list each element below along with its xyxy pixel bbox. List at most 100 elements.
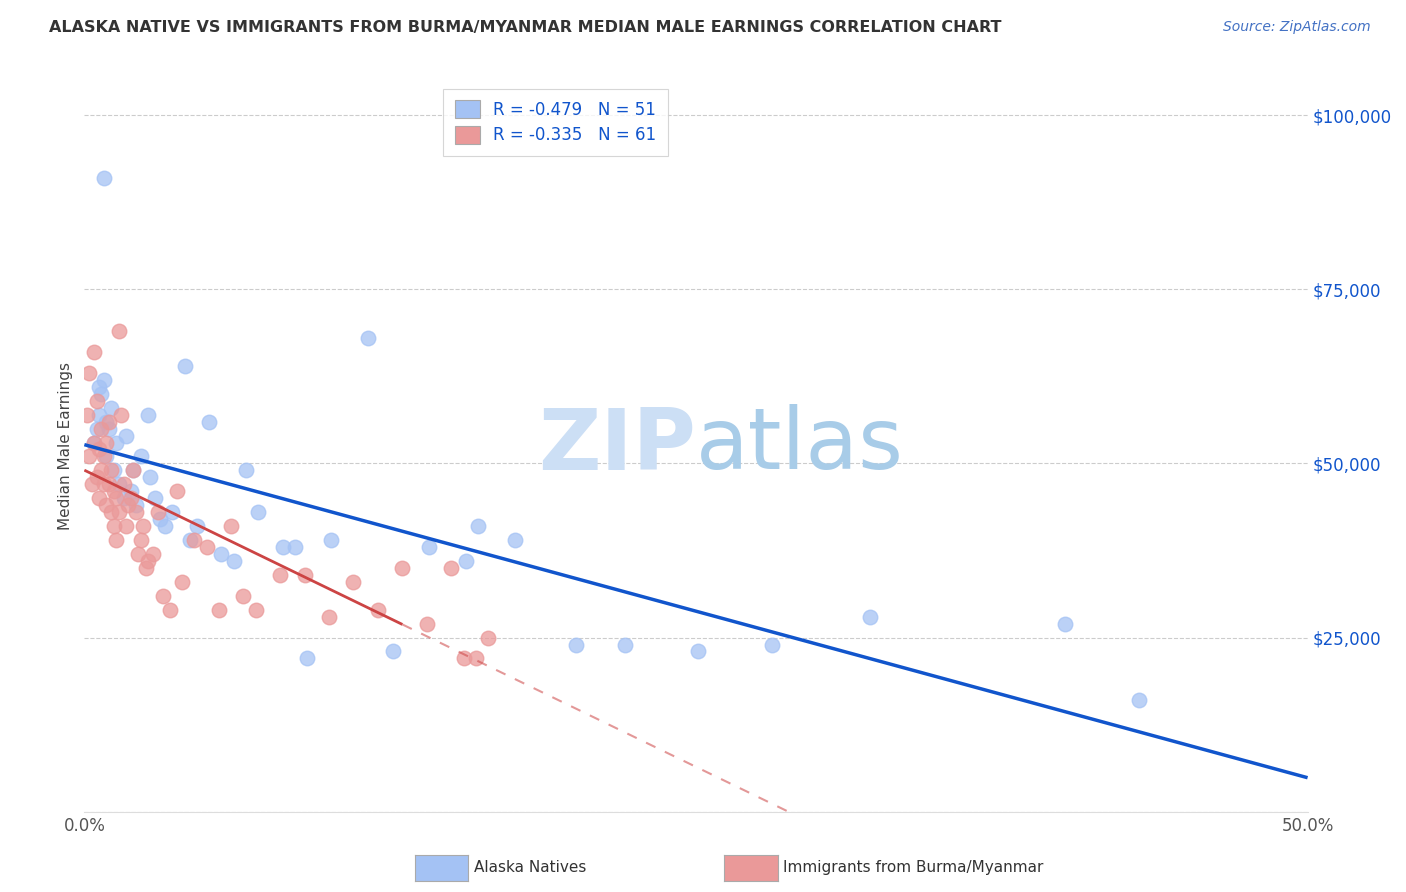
Point: [83, 345, 105, 359]
Point: [149, 512, 172, 526]
Point: [93, 450, 115, 464]
Point: [321, 533, 343, 547]
Point: [357, 331, 380, 345]
Point: [103, 519, 125, 533]
Legend: R = -0.479   N = 51, R = -0.335   N = 61: R = -0.479 N = 51, R = -0.335 N = 61: [443, 88, 668, 156]
Point: [93, 373, 115, 387]
Point: [166, 484, 188, 499]
Point: [96, 435, 118, 450]
Point: [271, 540, 294, 554]
Point: [87, 408, 110, 422]
Point: [93, 170, 115, 185]
Point: [107, 324, 129, 338]
Point: [183, 533, 205, 547]
Point: [477, 631, 499, 645]
Point: [269, 567, 291, 582]
Point: [127, 547, 149, 561]
Point: [284, 540, 307, 554]
Point: [342, 574, 364, 589]
Point: [142, 547, 165, 561]
Point: [245, 603, 267, 617]
Point: [97, 421, 120, 435]
Point: [115, 428, 138, 442]
Point: [859, 609, 882, 624]
Point: [76, 408, 98, 422]
Point: [136, 554, 159, 568]
Point: [136, 408, 159, 422]
Point: [90, 386, 112, 401]
Point: [503, 533, 526, 547]
Point: [453, 651, 475, 665]
Point: [83, 435, 105, 450]
Point: [198, 415, 221, 429]
Point: [100, 505, 122, 519]
Point: [1054, 616, 1077, 631]
Point: [103, 463, 125, 477]
Point: [96, 415, 118, 429]
Point: [294, 567, 316, 582]
Point: [122, 463, 145, 477]
Point: [129, 533, 152, 547]
Point: [195, 540, 218, 554]
Point: [77, 366, 100, 380]
Point: [120, 491, 142, 506]
Point: [105, 491, 128, 506]
Point: [391, 561, 413, 575]
Point: [209, 547, 232, 561]
Point: [295, 651, 318, 665]
Point: [208, 603, 231, 617]
Y-axis label: Median Male Earnings: Median Male Earnings: [58, 362, 73, 530]
Point: [440, 561, 463, 575]
Point: [120, 484, 142, 499]
Point: [77, 450, 100, 464]
Point: [173, 359, 195, 373]
Point: [96, 498, 118, 512]
Point: [761, 638, 783, 652]
Point: [219, 519, 242, 533]
Point: [80, 477, 103, 491]
Point: [90, 463, 112, 477]
Point: [93, 477, 115, 491]
Text: ALASKA NATIVE VS IMMIGRANTS FROM BURMA/MYANMAR MEDIAN MALE EARNINGS CORRELATION : ALASKA NATIVE VS IMMIGRANTS FROM BURMA/M…: [49, 20, 1001, 35]
Point: [83, 435, 105, 450]
Point: [125, 505, 148, 519]
Point: [105, 435, 128, 450]
Point: [467, 519, 489, 533]
Point: [87, 491, 110, 506]
Point: [143, 491, 166, 506]
Point: [115, 519, 138, 533]
Point: [135, 561, 157, 575]
Point: [152, 589, 174, 603]
Point: [381, 644, 404, 658]
Point: [232, 589, 254, 603]
Point: [107, 477, 129, 491]
Point: [454, 554, 477, 568]
Point: [179, 533, 201, 547]
Point: [318, 609, 340, 624]
Text: ZIP: ZIP: [538, 404, 696, 488]
Point: [97, 415, 120, 429]
Text: atlas: atlas: [696, 404, 904, 488]
Point: [159, 603, 181, 617]
Point: [235, 463, 257, 477]
Point: [146, 505, 169, 519]
Point: [100, 401, 122, 415]
Point: [565, 638, 588, 652]
Point: [367, 603, 389, 617]
Point: [162, 505, 184, 519]
Point: [125, 498, 148, 512]
Text: Source: ZipAtlas.com: Source: ZipAtlas.com: [1223, 20, 1371, 34]
Point: [87, 380, 110, 394]
Point: [87, 442, 110, 457]
Point: [105, 533, 128, 547]
Point: [153, 519, 176, 533]
Point: [97, 477, 120, 491]
Point: [112, 477, 135, 491]
Point: [129, 450, 152, 464]
Point: [614, 638, 637, 652]
Point: [117, 498, 139, 512]
Point: [139, 470, 162, 484]
Point: [132, 519, 155, 533]
Point: [107, 505, 129, 519]
Point: [86, 470, 108, 484]
